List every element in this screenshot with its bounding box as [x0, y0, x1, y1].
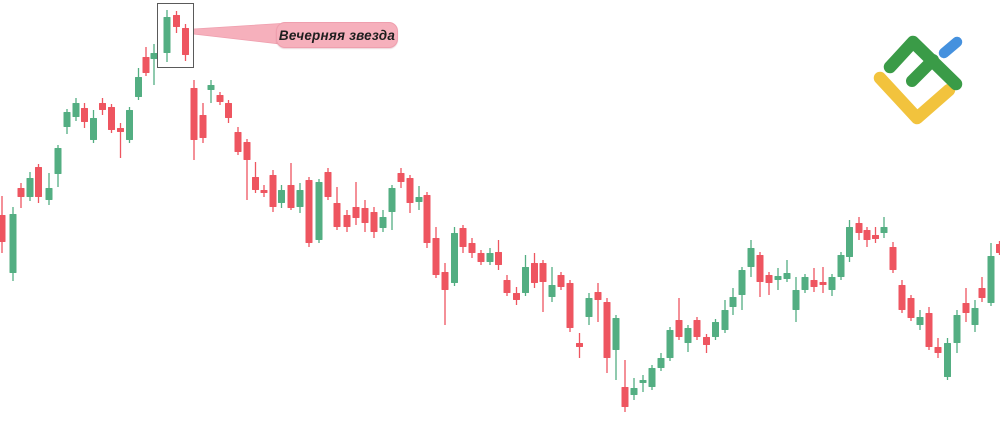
evening-star-pattern-box — [157, 3, 194, 68]
evening-star-callout: Вечерняя звезда — [276, 22, 398, 48]
logo-blue-tip — [938, 36, 963, 59]
logo-green-chevron — [883, 35, 963, 91]
logo-green-bar — [906, 54, 939, 87]
logo-yellow-check — [873, 71, 956, 125]
callout-label: Вечерняя звезда — [278, 27, 396, 43]
litefinance-logo-icon — [873, 35, 963, 125]
